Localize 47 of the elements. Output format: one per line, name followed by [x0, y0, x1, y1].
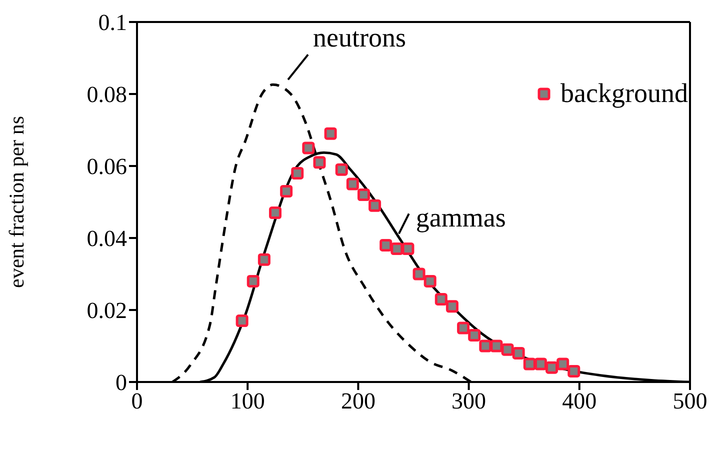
point	[291, 166, 304, 180]
point	[501, 343, 514, 356]
y-tick-label: 0.1	[98, 10, 127, 36]
point	[534, 358, 547, 370]
point	[546, 361, 558, 374]
x-tick-label: 300	[452, 388, 486, 414]
point	[324, 127, 337, 140]
point	[368, 199, 382, 212]
x-tick-label: 500	[672, 388, 708, 414]
point	[346, 178, 359, 190]
point	[380, 238, 392, 252]
point	[568, 364, 580, 378]
point	[258, 253, 270, 266]
point	[556, 358, 570, 370]
point	[457, 322, 470, 334]
point	[468, 328, 481, 342]
y-tick-label: 0.04	[86, 226, 128, 252]
point	[434, 292, 448, 306]
x-tick-label: 100	[230, 388, 265, 414]
point	[412, 268, 426, 280]
point	[446, 300, 458, 313]
point	[246, 274, 260, 288]
point	[479, 340, 492, 352]
point	[313, 156, 326, 169]
point	[523, 358, 536, 370]
x-tick-label: 200	[340, 388, 376, 414]
point	[280, 184, 293, 198]
x-tick-label: 400	[562, 388, 597, 414]
y-tick-label: 0.08	[86, 82, 127, 108]
legend-label: background	[560, 78, 688, 109]
point	[512, 346, 525, 360]
x-tick-label: 0	[131, 388, 143, 414]
y-axis-title: event fraction per ns	[4, 116, 28, 288]
legend-label: gammas	[416, 202, 506, 233]
point	[390, 242, 404, 256]
point	[402, 242, 414, 256]
point	[335, 163, 348, 176]
point	[236, 314, 248, 328]
y-tick-label: 0	[116, 370, 127, 396]
point	[490, 340, 503, 352]
point	[424, 274, 436, 288]
point	[302, 142, 315, 154]
series-label: neutrons	[313, 22, 406, 53]
point	[357, 188, 370, 202]
y-tick-label: 0.06	[86, 154, 127, 180]
point	[269, 206, 282, 220]
y-tick-label: 0.02	[86, 298, 127, 324]
